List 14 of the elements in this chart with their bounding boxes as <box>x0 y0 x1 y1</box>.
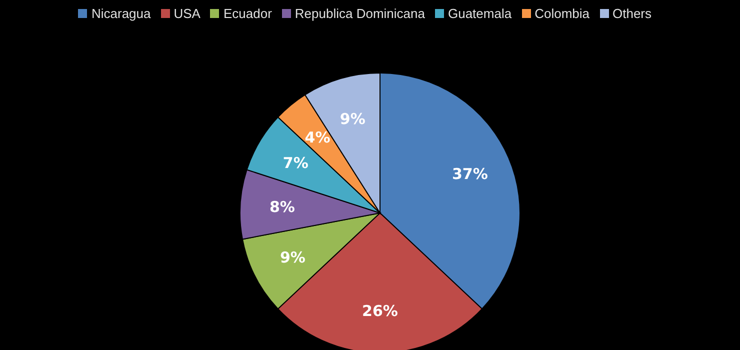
data-label: 37% <box>452 165 488 184</box>
legend-label: Colombia <box>534 6 590 21</box>
data-label: 26% <box>362 302 398 320</box>
legend-label: Nicaragua <box>91 6 151 21</box>
legend-label: Guatemala <box>448 6 512 21</box>
legend-label: Ecuador <box>223 6 272 21</box>
data-label: 9% <box>280 248 306 266</box>
data-label: 9% <box>340 110 366 128</box>
data-label: 8% <box>269 198 295 216</box>
legend-label: Republica Dominicana <box>294 6 425 21</box>
legend-label: USA <box>174 6 200 21</box>
data-label: 4% <box>304 128 330 146</box>
data-label: 7% <box>282 154 308 172</box>
legend-label: Others <box>612 6 652 21</box>
